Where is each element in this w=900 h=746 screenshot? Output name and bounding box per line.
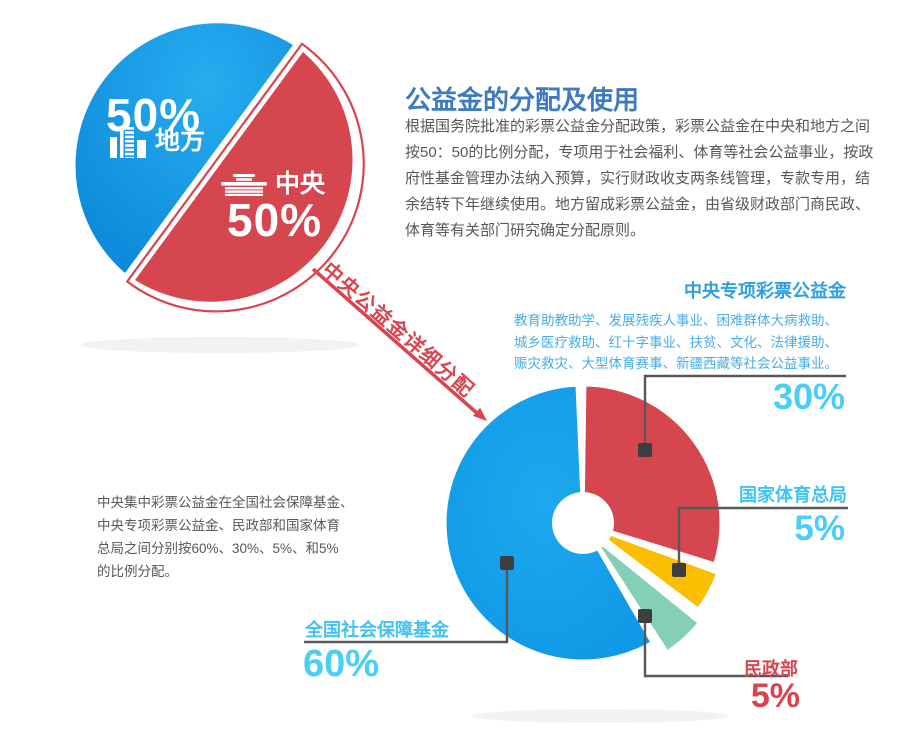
donut-slice-sports	[586, 524, 720, 611]
donut-hole	[552, 492, 614, 554]
central-share-row: 中央	[220, 172, 325, 197]
detail-arrow-line	[311, 267, 480, 416]
callout-marker-sports	[672, 563, 686, 577]
callout-social-label: 全国社会保障基金	[305, 620, 449, 640]
local-share-label: 地方	[155, 126, 206, 155]
callout-marker-special	[638, 443, 652, 457]
connector-sports	[677, 506, 848, 570]
tiananmen-gate-icon	[221, 173, 267, 196]
buildings-icon	[110, 127, 146, 158]
intro-text: 根据国务院批准的彩票公益金分配政策，彩票公益金在中央和地方之间 按50：50的比…	[405, 118, 874, 239]
callout-marker-civil	[638, 609, 652, 623]
connector-civil	[643, 616, 788, 678]
donut-slice-special	[581, 383, 723, 566]
top-pie-shadow	[80, 337, 360, 353]
callout-civil-label: 民政部	[744, 659, 798, 679]
callout-special: 中央专项彩票公益金 教育助教助学、发展残疾人事业、困难群体大病救助、 城乡医疗救…	[514, 277, 846, 375]
pie-slice-local	[75, 23, 293, 273]
connector-social	[304, 563, 509, 644]
callout-civil-pct: 5%	[750, 677, 800, 715]
callout-sports-label: 国家体育总局	[739, 485, 847, 505]
callout-social-pct: 60%	[303, 643, 380, 685]
detail-arrow-head	[472, 407, 487, 421]
callout-special-desc: 教育助教助学、发展残疾人事业、困难群体大病救助、 城乡医疗救助、红十字事业、扶贫…	[514, 313, 838, 371]
callout-special-title: 中央专项彩票公益金	[684, 281, 846, 301]
callout-special-pct: 30%	[772, 376, 845, 417]
donut-slice-social	[443, 383, 654, 663]
page-title: 公益金的分配及使用	[405, 85, 640, 115]
callout-marker-social	[500, 556, 514, 570]
callout-sports-pct: 5%	[794, 509, 845, 548]
left-note: 中央集中彩票公益金在全国社会保障基金、 中央专项彩票公益金、民政部和国家体育 总…	[97, 495, 354, 579]
donut-shadow	[472, 709, 728, 723]
local-share-row: 地方	[110, 124, 205, 158]
pie-slice-central-ring	[125, 42, 365, 313]
central-share-pct: 50%	[227, 194, 323, 246]
pie-slice-central	[135, 52, 353, 302]
connector-special	[643, 374, 846, 450]
central-share-label: 中央	[275, 170, 326, 198]
donut-slice-civil	[590, 534, 701, 654]
